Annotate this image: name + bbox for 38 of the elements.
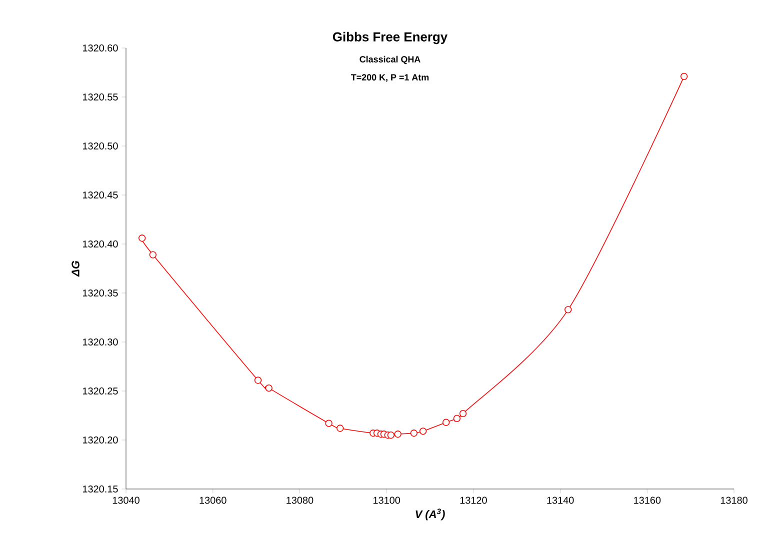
x-tick-label: 13100 xyxy=(373,496,400,504)
x-axis-title: V (A$^{3}$) xyxy=(416,508,445,520)
point xyxy=(442,418,450,426)
point xyxy=(254,376,262,384)
point xyxy=(387,432,395,439)
y-tick-label: 1320.25 xyxy=(82,387,118,395)
y-tick-label: 1320.60 xyxy=(82,44,118,52)
point xyxy=(149,251,157,258)
point xyxy=(410,430,418,437)
point xyxy=(325,420,332,427)
y-tick-label: 1320.55 xyxy=(82,93,118,101)
point xyxy=(564,306,572,314)
point xyxy=(394,430,402,438)
x-tick-label: 13080 xyxy=(286,496,314,504)
point xyxy=(265,384,272,392)
point xyxy=(336,424,344,432)
chart-title: Gibbs Free Energy xyxy=(332,32,448,44)
point xyxy=(453,414,461,422)
y-tick-label: 1320.45 xyxy=(82,191,118,199)
y-tick-label: 1320.35 xyxy=(82,289,118,297)
x-tick-label: 13120 xyxy=(460,496,487,504)
point xyxy=(459,410,467,418)
y-tick-label: 1320.50 xyxy=(82,142,118,150)
x-tick-label: 13160 xyxy=(634,496,661,504)
point xyxy=(138,234,146,242)
point xyxy=(419,428,427,435)
y-axis-title: ΔG xyxy=(72,260,80,277)
y-tick-label: 1320.20 xyxy=(82,436,118,444)
y-tick-label: 1320.15 xyxy=(82,485,118,493)
text: Classical QHA xyxy=(360,56,420,64)
x-tick-label: 13140 xyxy=(547,496,574,504)
annotation: T=200 K, P =1 Atm xyxy=(350,74,429,82)
y-tick-label: 1320.40 xyxy=(82,240,118,248)
x-tick-label: 13060 xyxy=(200,496,226,504)
point xyxy=(680,72,688,80)
x-tick-label: 13180 xyxy=(720,496,748,504)
x-tick-label: 13040 xyxy=(112,496,140,504)
y-tick-label: 1320.30 xyxy=(82,338,118,346)
